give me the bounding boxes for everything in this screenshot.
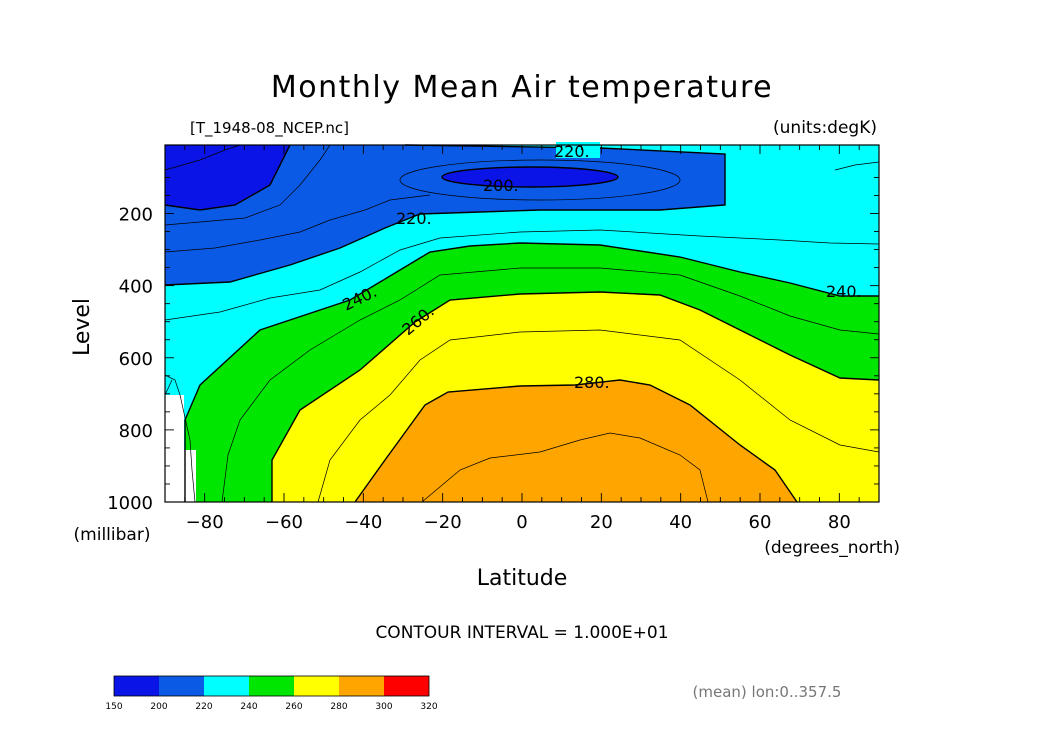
colorbar-frame [113,675,430,697]
colorbar-label: 260 [285,702,302,712]
plot-area: 220. 200. 220. 240. 240. 260. 280. [164,142,880,503]
footer-note: (mean) lon:0..357.5 [693,683,842,701]
contour-thick [164,144,726,286]
x-tick-label: 0 [516,512,527,533]
y-axis-label: Level [70,298,95,356]
y-tick-label: 600 [119,349,153,370]
contour-thick [271,291,880,502]
y-tick-label: 1000 [107,493,153,514]
contour-thin [164,374,196,503]
colorbar-label: 280 [330,702,347,712]
contour-label: 200. [483,176,519,195]
x-tick-label: −80 [186,512,224,533]
contour-thick [441,166,619,188]
x-axis-units: (degrees_north) [764,538,900,558]
band-dark-blue-core [442,167,618,187]
axis-ticks [164,145,880,503]
colorbar: 150 200 220 240 260 280 300 320 [105,675,438,712]
contour-thin [164,379,173,396]
contour-thick [354,379,798,503]
x-tick-label: −60 [265,512,303,533]
source-label: [T_1948-08_NCEP.nc] [190,119,349,138]
x-tick-label: 60 [749,512,772,533]
x-tick-label: 20 [590,512,613,533]
colorbar-swatch [384,676,429,696]
colorbar-label: 150 [105,702,122,712]
contour-thin [164,144,241,171]
contour-thin [399,159,681,201]
y-tick-label: 200 [119,205,153,226]
units-label: (units:degK) [773,118,877,138]
contour-lines [164,144,880,503]
colorbar-label: 240 [240,702,257,712]
colorbar-swatch [249,676,294,696]
contour-thick [184,242,879,502]
colorbar-label: 220 [195,702,212,712]
contour-label: 240. [826,282,862,301]
contour-thick [164,144,291,211]
colorbar-label: 200 [150,702,167,712]
contour-thin [164,194,431,253]
contour-thin [164,229,880,321]
contour-thin [164,144,331,226]
contour-thin [317,329,880,503]
colorbar-swatch [159,676,204,696]
colorbar-swatch [294,676,339,696]
x-tick-label: −20 [424,512,462,533]
colorbar-swatch [339,676,384,696]
contour-interval: CONTOUR INTERVAL = 1.000E+01 [375,623,668,643]
y-tick-label: 800 [119,421,153,442]
contour-thin [834,161,880,171]
contour-thin [421,432,709,503]
colorbar-swatch [204,676,249,696]
y-axis-units: (millibar) [74,525,151,545]
contour-label: 220. [396,209,432,228]
y-tick-label: 400 [119,277,153,298]
colorbar-swatch [114,676,159,696]
chart-title: Monthly Mean Air temperature [271,70,773,105]
x-tick-label: 80 [828,512,851,533]
band-missing-white-2 [184,450,196,502]
contour-thin [221,267,880,503]
x-tick-labels: −80 −60 −40 −20 0 20 40 60 80 [186,512,851,533]
colorbar-label: 320 [420,702,437,712]
band-missing-white [165,395,184,502]
contour-label: 280. [574,373,610,392]
x-tick-label: −40 [344,512,382,533]
colorbar-label: 300 [375,702,392,712]
y-tick-labels: 200 400 600 800 1000 [107,205,153,514]
contour-label: 220. [554,142,590,161]
x-tick-label: 40 [669,512,692,533]
x-axis-label: Latitude [477,566,568,591]
